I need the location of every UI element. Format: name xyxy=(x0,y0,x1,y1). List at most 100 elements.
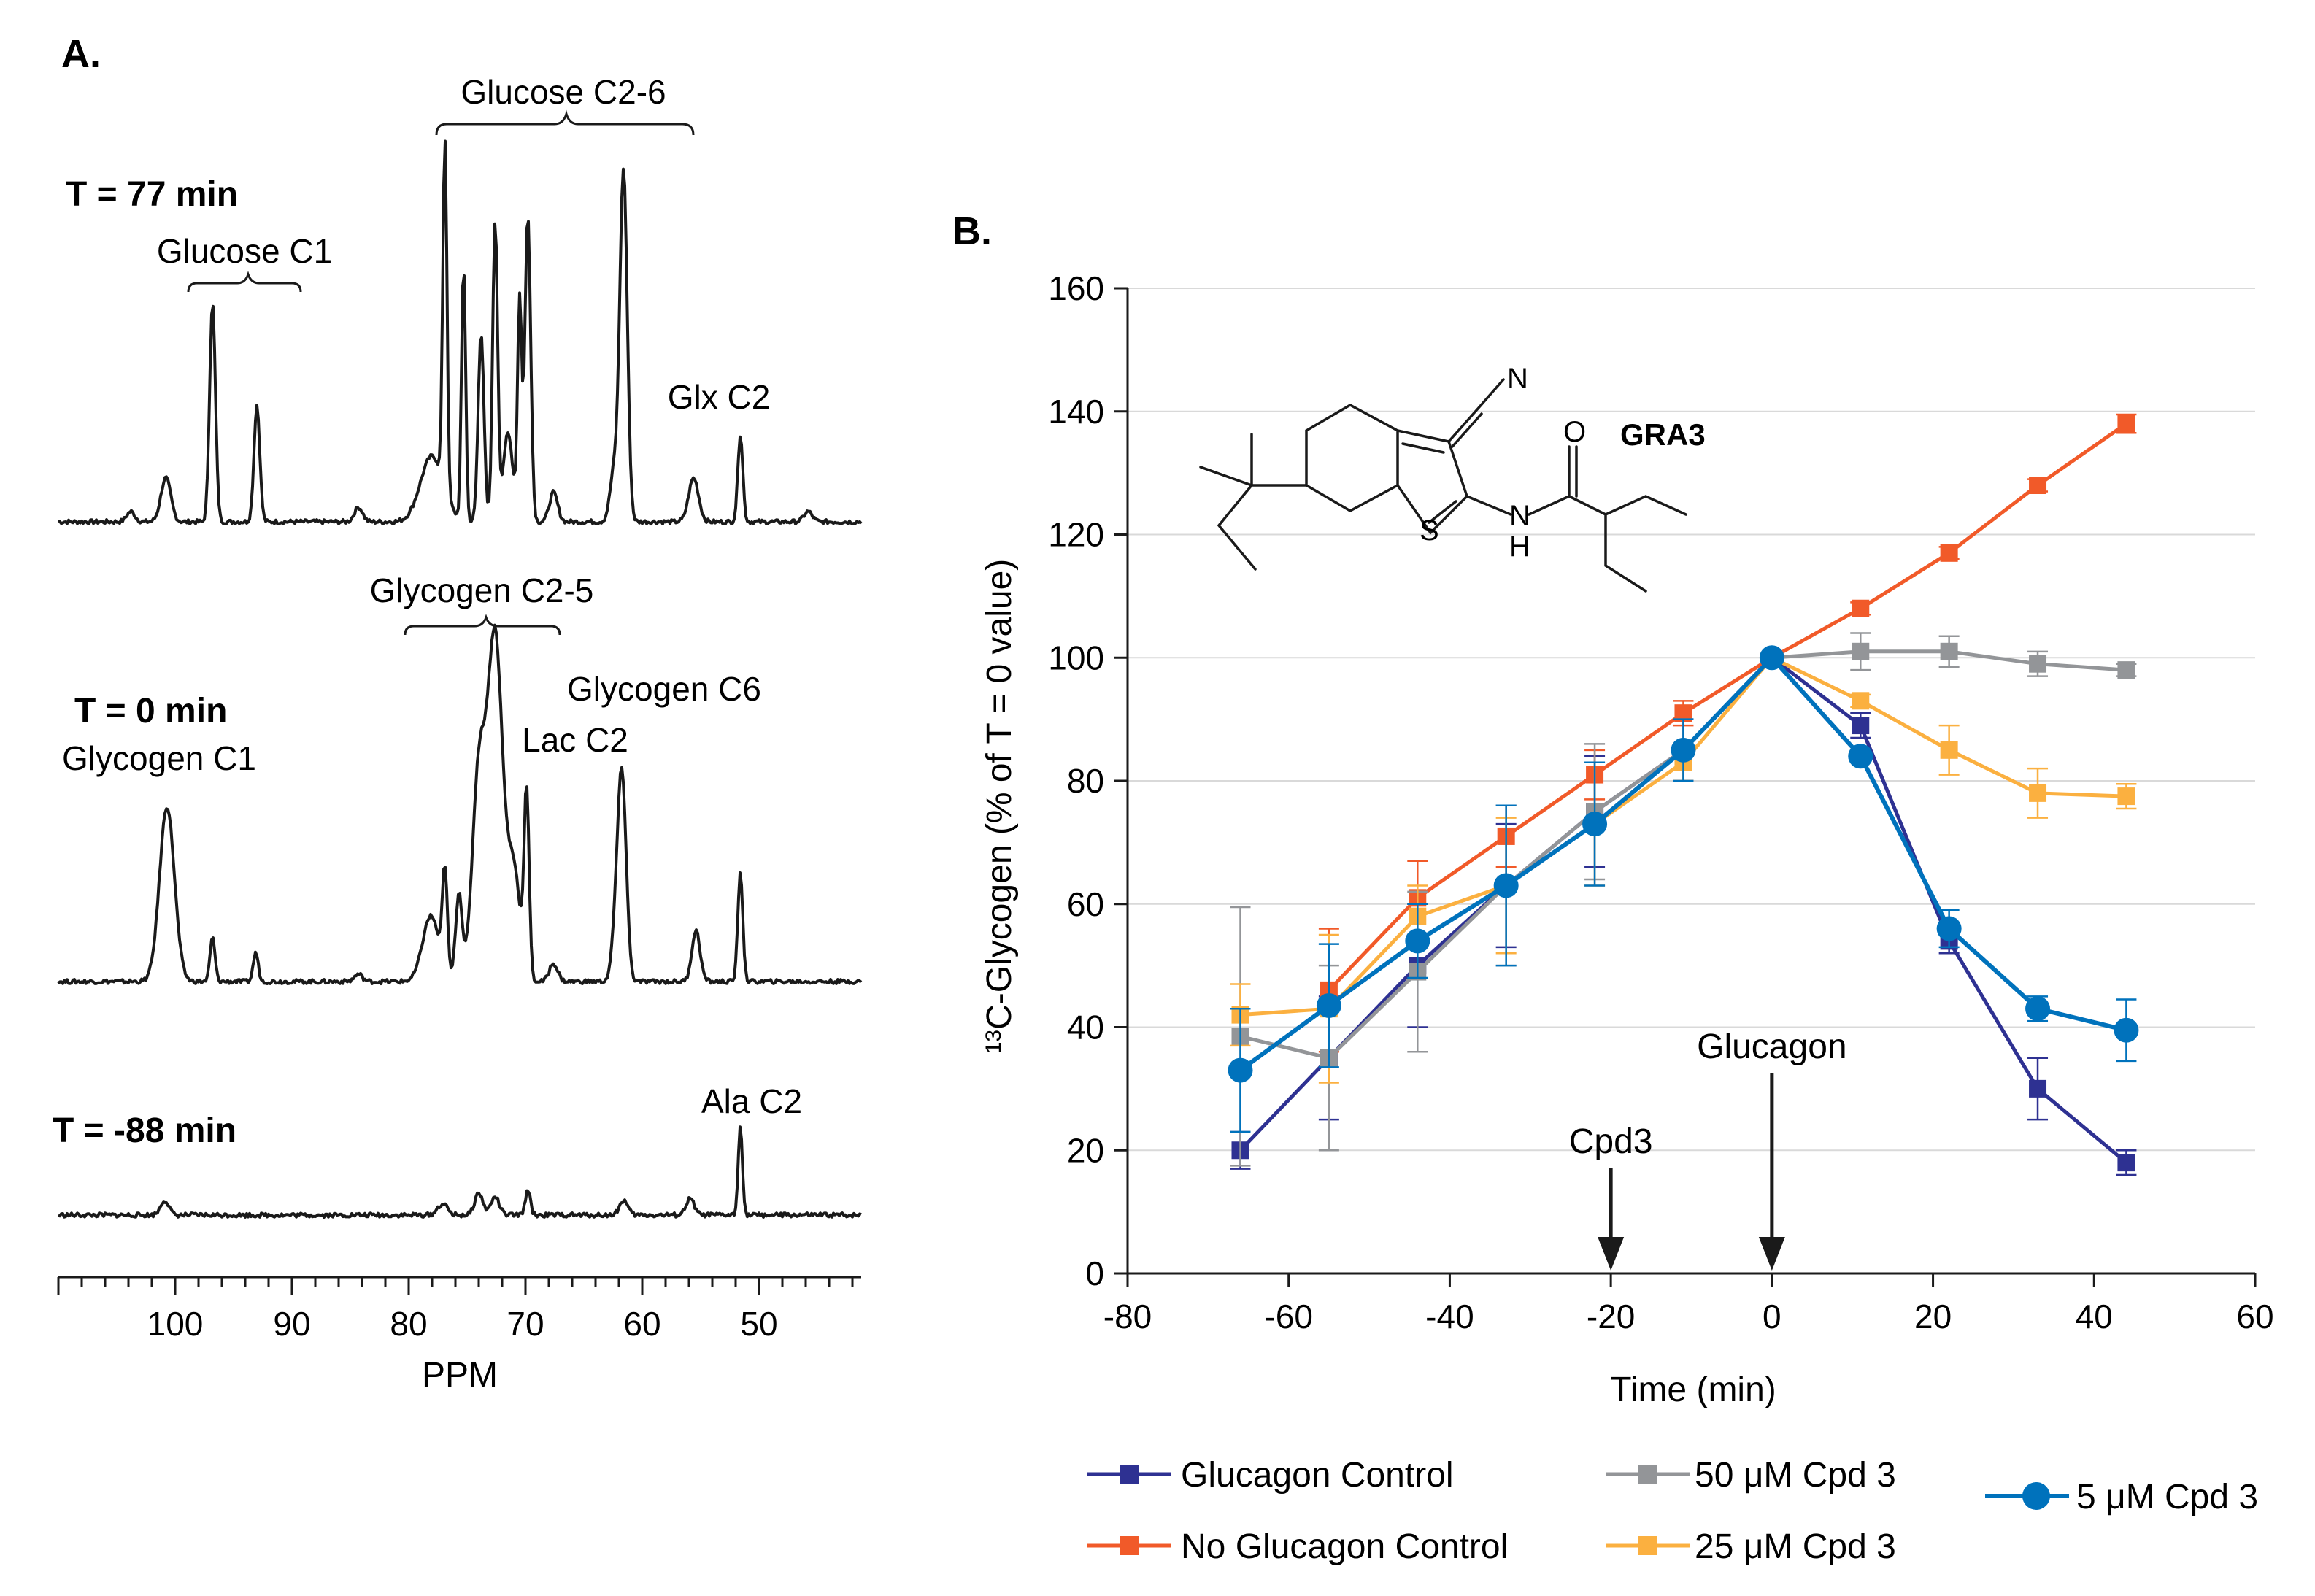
data-point xyxy=(1582,812,1608,837)
legend-item-no-glucagon-control: No Glucagon Control xyxy=(1087,1527,1508,1566)
x-tick-label: 0 xyxy=(1763,1298,1781,1335)
data-point xyxy=(1493,873,1519,898)
annotation-glycogen-c6: Glycogen C6 xyxy=(567,670,761,708)
legend-item-5um-cpd3: 5 μM Cpd 3 xyxy=(1985,1478,2258,1516)
y-axis-title: 13C-Glycogen (% of T = 0 value) xyxy=(980,559,1019,1055)
chart-legend: Glucagon Control No Glucagon Control 50 … xyxy=(1087,1456,2258,1566)
atom-label-h: H xyxy=(1509,531,1530,563)
y-axis-title-superscript: 13 xyxy=(982,1030,1006,1054)
legend-swatch-marker xyxy=(1120,1536,1139,1555)
atom-label-n-amide: N xyxy=(1509,500,1530,532)
arrow-head xyxy=(1598,1237,1625,1271)
legend-label: No Glucagon Control xyxy=(1181,1527,1508,1566)
ppm-axis-title: PPM xyxy=(422,1356,498,1395)
y-tick-label: 40 xyxy=(1067,1009,1104,1046)
legend-item-25um-cpd3: 25 μM Cpd 3 xyxy=(1606,1527,1896,1566)
y-tick-label: 20 xyxy=(1067,1131,1104,1169)
data-point xyxy=(2117,1154,2135,1172)
chart-series xyxy=(1228,413,2139,1176)
data-point xyxy=(2029,477,2047,494)
legend-label: 50 μM Cpd 3 xyxy=(1695,1456,1896,1495)
ppm-tick-label: 80 xyxy=(390,1305,427,1343)
ppm-tick-label: 50 xyxy=(740,1305,777,1343)
ppm-axis-ticks: 100 90 80 70 60 50 xyxy=(57,1277,854,1343)
panel-b-label: B. xyxy=(952,209,992,253)
data-point xyxy=(1759,645,1784,671)
annotation-glycogen-c1: Glycogen C1 xyxy=(62,739,256,777)
ppm-tick-label: 70 xyxy=(506,1305,544,1343)
data-point xyxy=(1852,717,1870,735)
data-point xyxy=(1316,992,1341,1018)
panel-a: A. T = 77 min T = 0 min T = -88 min Gluc… xyxy=(53,32,863,1395)
series-5-m-cpd-3 xyxy=(1228,645,2139,1133)
x-tick-label: -20 xyxy=(1587,1298,1635,1335)
series-line xyxy=(1328,422,2127,992)
legend-swatch-marker xyxy=(1120,1465,1139,1484)
legend-swatch-marker xyxy=(1638,1465,1657,1484)
x-tick-label: 40 xyxy=(2076,1298,2113,1335)
data-point xyxy=(1852,692,1870,710)
data-point xyxy=(1940,741,1958,759)
spectrum-t0-trace xyxy=(57,623,863,985)
data-point xyxy=(1228,1057,1253,1083)
data-point xyxy=(1940,544,1958,562)
x-tick-label: -60 xyxy=(1264,1298,1312,1335)
y-tick-label: 140 xyxy=(1048,393,1104,431)
y-tick-label: 80 xyxy=(1067,762,1104,800)
atom-label-n-nitrile: N xyxy=(1507,363,1528,395)
arrow-label-glucagon: Glucagon xyxy=(1697,1028,1846,1066)
chart-gridlines xyxy=(1128,288,2255,1152)
data-point xyxy=(2117,661,2135,679)
legend-label: 25 μM Cpd 3 xyxy=(1695,1527,1896,1566)
ppm-tick-label: 100 xyxy=(147,1305,204,1343)
annotation-ala-c2: Ala C2 xyxy=(701,1082,802,1120)
data-point xyxy=(1852,642,1870,660)
atom-label-o: O xyxy=(1563,416,1586,448)
data-point xyxy=(1940,642,1958,660)
spectrum-3-time-label: T = -88 min xyxy=(53,1111,236,1150)
x-tick-label: -40 xyxy=(1425,1298,1474,1335)
series-no-glucagon-control xyxy=(1318,413,2137,1053)
data-point xyxy=(1671,737,1696,763)
x-axis-title: Time (min) xyxy=(1610,1371,1776,1409)
legend-item-glucagon-control: Glucagon Control xyxy=(1087,1456,1454,1495)
annotation-glucose-c1: Glucose C1 xyxy=(157,232,332,270)
x-tick-label: 60 xyxy=(2236,1298,2273,1335)
legend-swatch-marker xyxy=(1638,1536,1657,1555)
panel-b: B. -80 -60 -40 -20 0 20 40 60 0 20 40 60 80 100 120 140… xyxy=(952,209,2274,1566)
gra3-atom-labels: N O S N H GRA3 xyxy=(1420,363,1706,563)
molecule-label-gra3: GRA3 xyxy=(1620,417,1706,452)
x-tick-label: -80 xyxy=(1103,1298,1152,1335)
legend-swatch-marker xyxy=(2022,1482,2050,1510)
chart-arrows: Cpd3 Glucagon xyxy=(1569,1028,1847,1271)
spectrum-1-time-label: T = 77 min xyxy=(66,175,238,214)
y-tick-label: 60 xyxy=(1067,885,1104,923)
data-point xyxy=(1405,928,1430,954)
gra3-structure xyxy=(1199,378,1687,593)
bracket-glycogen-c2-5 xyxy=(404,614,561,636)
bracket-glucose-c2-6 xyxy=(435,109,695,136)
data-point xyxy=(1848,744,1873,769)
y-axis-title-text: C-Glycogen (% of T = 0 value) xyxy=(980,559,1019,1030)
bracket-glucose-c1 xyxy=(187,271,302,293)
data-point xyxy=(2029,784,2047,802)
x-tick-label: 20 xyxy=(1914,1298,1952,1335)
y-tick-label: 0 xyxy=(1085,1254,1104,1292)
y-tick-label: 160 xyxy=(1048,269,1104,307)
annotation-lac-c2: Lac C2 xyxy=(522,721,628,759)
legend-item-50um-cpd3: 50 μM Cpd 3 xyxy=(1606,1456,1896,1495)
data-point xyxy=(2029,1079,2047,1098)
data-point xyxy=(2029,655,2047,673)
annotation-glucose-c2-6: Glucose C2-6 xyxy=(461,73,666,111)
data-point xyxy=(2025,996,2051,1022)
arrow-head xyxy=(1758,1237,1785,1271)
data-point xyxy=(1936,916,1962,941)
ppm-tick-label: 60 xyxy=(623,1305,660,1343)
atom-label-s: S xyxy=(1420,514,1439,547)
ppm-tick-label: 90 xyxy=(273,1305,310,1343)
y-tick-label: 100 xyxy=(1048,639,1104,676)
data-point xyxy=(1852,599,1870,617)
panel-a-label: A. xyxy=(61,32,101,76)
legend-label: Glucagon Control xyxy=(1181,1456,1454,1495)
